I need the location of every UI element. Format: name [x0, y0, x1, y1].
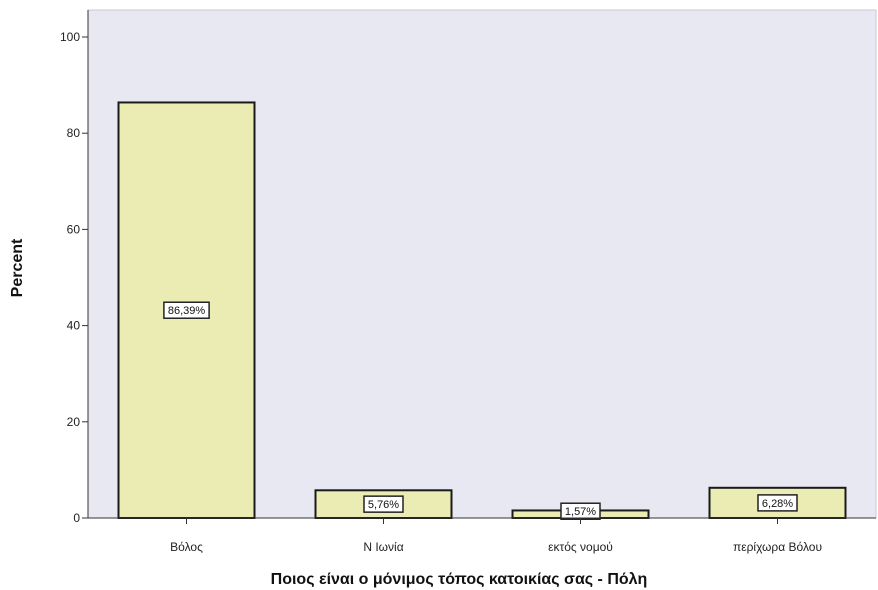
data-label: 5,76%: [368, 499, 399, 511]
data-label-box: [757, 494, 798, 512]
data-labels-layer: 86,39% 5,76% 1,57% 6,28%: [163, 301, 798, 520]
x-axis-title: Ποιος είναι ο μόνιμος τόπος κατοικίας σα…: [271, 571, 648, 588]
data-label: 6,28%: [762, 498, 793, 510]
data-label-box: [163, 301, 210, 319]
y-tick-label: 20: [67, 415, 81, 429]
x-tick-label: Βόλος: [170, 540, 203, 554]
axes-layer: 0 20 40 60 80 100 Βόλος Ν Ιωνία εκτός νομού περίχ…: [60, 10, 876, 554]
y-tick-label: 0: [73, 511, 80, 525]
x-tick-label: περίχωρα Βόλου: [733, 540, 822, 554]
x-tick-label: εκτός νομού: [548, 540, 613, 554]
data-label: 86,39%: [168, 305, 206, 317]
data-label: 1,57%: [565, 506, 596, 518]
x-tick-label: Ν Ιωνία: [363, 540, 403, 554]
y-axis-title: Percent: [9, 238, 26, 297]
y-tick-label: 60: [67, 222, 81, 236]
y-tick-label: 100: [60, 30, 80, 44]
y-tick-label: 40: [67, 319, 81, 333]
data-label-box: [363, 495, 404, 513]
y-tick-label: 80: [67, 126, 81, 140]
